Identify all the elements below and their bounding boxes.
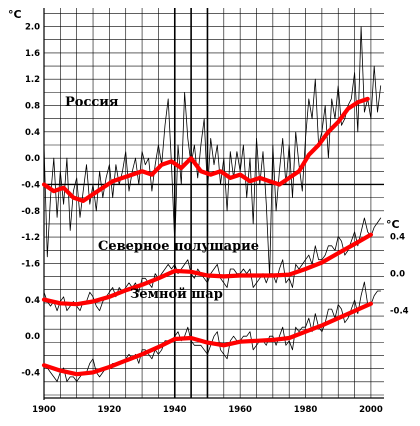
x-tick-label-1: 1920 xyxy=(98,405,122,415)
chart-series xyxy=(41,26,382,382)
y-tick-label-panel0-7: -0.8 xyxy=(21,207,40,217)
chart-grid xyxy=(44,8,384,398)
x-tick-label-5: 2000 xyxy=(359,405,383,415)
y-tick-label-panel0-8: -1.2 xyxy=(21,233,40,243)
x-tick-label-4: 1980 xyxy=(294,405,318,415)
chart-frame xyxy=(43,8,384,400)
panel-label-northern-hemisphere: Северное полушарие xyxy=(98,239,259,254)
x-tick-label-2: 1940 xyxy=(163,405,187,415)
y-tick-label-panel0-2: 1.2 xyxy=(25,75,40,85)
y-tick-label-panel0-1: 1.6 xyxy=(25,49,40,59)
y-tick-label-panel1-0: 0.4 xyxy=(390,233,405,243)
unit-label-top-left: °C xyxy=(8,8,22,21)
y-tick-label-panel2-2: -0.4 xyxy=(21,368,40,378)
y-tick-label-panel0-5: 0.0 xyxy=(25,154,40,164)
panel-label-russia: Россия xyxy=(65,95,119,110)
series-line-panel1-smoothed xyxy=(41,232,373,307)
y-tick-label-panel0-9: -1.6 xyxy=(21,259,40,269)
series-line-panel0-annual xyxy=(43,26,382,278)
y-tick-label-panel2-1: 0.0 xyxy=(25,332,40,342)
unit-label-right: °C xyxy=(386,218,400,231)
y-tick-label-panel0-3: 0.8 xyxy=(25,102,40,112)
y-tick-label-panel2-0: 0.4 xyxy=(25,296,40,306)
x-tick-label-3: 1960 xyxy=(228,405,252,415)
series-line-panel2-smoothed xyxy=(41,301,373,377)
y-tick-label-panel1-2: -0.4 xyxy=(390,307,409,317)
y-tick-label-panel0-4: 0.4 xyxy=(25,128,40,138)
y-tick-label-panel0-6: -0.4 xyxy=(21,180,40,190)
panel-label-globe: Земной шар xyxy=(130,287,223,302)
series-line-panel1-annual xyxy=(43,217,382,312)
y-tick-label-panel0-0: 2.0 xyxy=(25,23,40,33)
y-tick-label-panel1-1: 0.0 xyxy=(390,270,405,280)
series-line-panel0-smoothed xyxy=(41,96,370,203)
x-tick-label-0: 1900 xyxy=(32,405,56,415)
chart-tick-labels: 1900 1920 1940 1960 1980 2000 2.0 1.6 1.2 0.8 0.4 0… xyxy=(21,23,408,415)
